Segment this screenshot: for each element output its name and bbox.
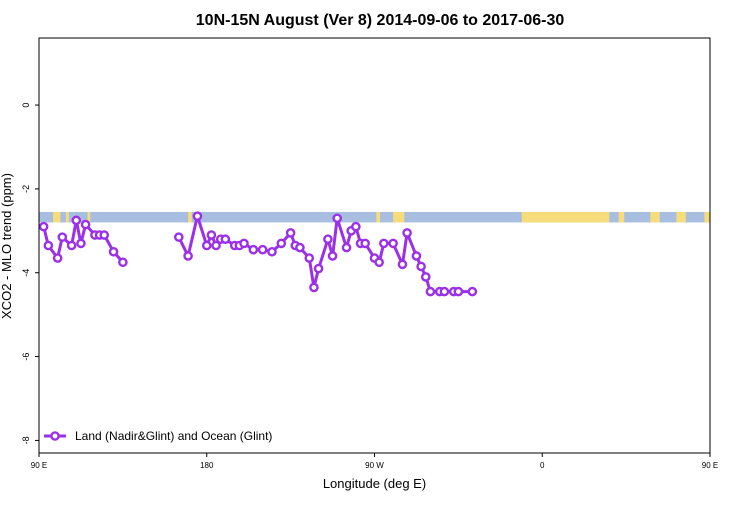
data-point: [295, 242, 305, 253]
data-point: [43, 240, 54, 251]
data-point: [351, 221, 361, 232]
data-point: [220, 234, 231, 245]
data-point: [76, 238, 86, 249]
data-point: [411, 251, 422, 261]
land-band-segment: [676, 211, 686, 223]
data-point: [313, 263, 324, 274]
legend-marker: [50, 431, 60, 441]
legend: Land (Nadir&Glint) and Ocean (Glint): [44, 429, 272, 443]
data-point: [402, 228, 412, 238]
land-band-segment: [521, 211, 610, 223]
data-point: [173, 232, 184, 242]
data-point: [416, 261, 426, 272]
data-point: [425, 286, 436, 297]
land-band-segment: [188, 211, 192, 223]
plot-frame: [38, 37, 711, 454]
data-point: [332, 213, 343, 224]
data-point: [118, 257, 128, 268]
land-band-segment: [87, 211, 91, 223]
data-point: [304, 253, 315, 263]
data-point: [201, 240, 212, 251]
data-point: [341, 242, 352, 253]
data-point: [439, 286, 450, 297]
data-point: [38, 221, 49, 232]
data-point: [239, 238, 249, 249]
data-point: [360, 238, 370, 249]
land-band-segment: [66, 211, 69, 223]
land-band-segment: [52, 211, 61, 223]
chart-title: 10N-15N August (Ver 8) 2014-09-06 to 201…: [196, 12, 565, 29]
data-point: [323, 234, 333, 245]
data-point: [388, 238, 398, 249]
data-point: [453, 286, 464, 297]
data-point: [397, 259, 408, 270]
y-tick-label: 0: [21, 103, 31, 108]
x-tick-label: 0: [540, 461, 545, 470]
data-point: [379, 238, 389, 249]
land-band-segment: [393, 211, 405, 223]
data-point: [192, 211, 203, 221]
data-point: [80, 219, 91, 230]
land-band-segment: [376, 211, 381, 223]
data-point: [309, 282, 319, 293]
x-axis: 90 E 180 90 W 0 90 E: [31, 453, 718, 470]
x-tick-label: 90 E: [31, 461, 47, 470]
x-tick-label: 90 E: [702, 461, 718, 470]
land-band-segment: [618, 211, 625, 223]
y-tick-label: -4: [21, 269, 31, 277]
data-point: [211, 240, 221, 251]
surface-band: [39, 211, 710, 223]
data-point: [108, 246, 119, 257]
x-tick-label: 90 W: [365, 461, 384, 470]
data-point: [276, 238, 287, 249]
data-point: [66, 240, 77, 251]
y-axis: 0 -2 -4 -6 -8: [21, 103, 39, 444]
x-tick-label: 180: [200, 461, 214, 470]
data-point: [52, 253, 63, 263]
data-point: [248, 244, 259, 255]
y-tick-label: -2: [21, 185, 31, 193]
data-point: [420, 272, 431, 282]
series-layer: [38, 211, 478, 297]
data-point: [99, 230, 110, 240]
data-point: [71, 215, 82, 226]
land-band-segment: [650, 211, 660, 223]
y-tick-label: -6: [21, 353, 31, 361]
ocean-band: [39, 211, 710, 223]
data-point: [206, 230, 217, 240]
data-point: [467, 286, 478, 297]
legend-label: Land (Nadir&Glint) and Ocean (Glint): [75, 429, 272, 443]
data-point: [267, 246, 277, 257]
y-axis-label: XCO2 - MLO trend (ppm): [0, 173, 14, 319]
data-point: [327, 251, 338, 261]
data-point: [183, 251, 193, 261]
x-axis-label: Longitude (deg E): [323, 476, 426, 491]
y-tick-label: -8: [21, 436, 31, 444]
data-point: [374, 257, 384, 268]
land-band-segment: [704, 211, 710, 223]
data-point: [257, 244, 268, 255]
data-point: [57, 232, 68, 242]
data-point: [285, 228, 296, 238]
